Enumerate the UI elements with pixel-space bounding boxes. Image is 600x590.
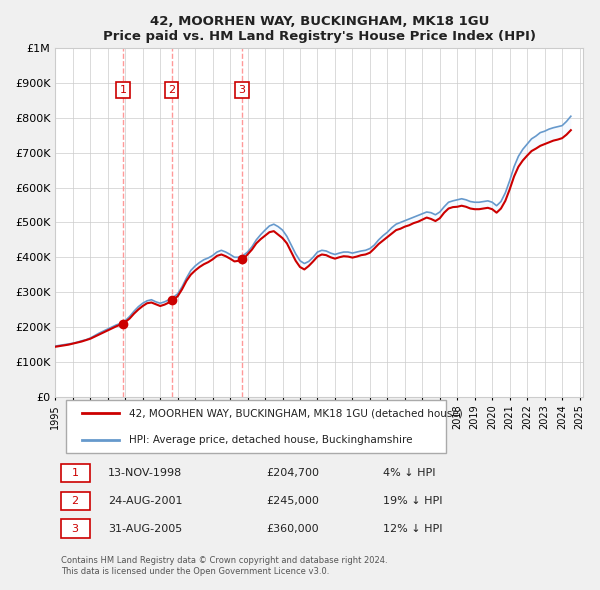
Text: 3: 3 <box>238 85 245 95</box>
Text: 1: 1 <box>119 85 127 95</box>
Text: 4% ↓ HPI: 4% ↓ HPI <box>383 468 435 478</box>
Text: 24-AUG-2001: 24-AUG-2001 <box>108 496 182 506</box>
FancyBboxPatch shape <box>61 519 89 538</box>
Text: 2: 2 <box>168 85 175 95</box>
FancyBboxPatch shape <box>66 399 446 453</box>
Text: 42, MOORHEN WAY, BUCKINGHAM, MK18 1GU (detached house): 42, MOORHEN WAY, BUCKINGHAM, MK18 1GU (d… <box>129 408 463 418</box>
Text: 13-NOV-1998: 13-NOV-1998 <box>108 468 182 478</box>
Text: 3: 3 <box>71 523 79 533</box>
Text: Contains HM Land Registry data © Crown copyright and database right 2024.
This d: Contains HM Land Registry data © Crown c… <box>61 556 387 576</box>
Text: £360,000: £360,000 <box>266 523 319 533</box>
Text: £204,700: £204,700 <box>266 468 319 478</box>
FancyBboxPatch shape <box>61 464 89 482</box>
Text: 12% ↓ HPI: 12% ↓ HPI <box>383 523 442 533</box>
FancyBboxPatch shape <box>61 491 89 510</box>
Title: 42, MOORHEN WAY, BUCKINGHAM, MK18 1GU
Price paid vs. HM Land Registry's House Pr: 42, MOORHEN WAY, BUCKINGHAM, MK18 1GU Pr… <box>103 15 536 43</box>
Text: 1: 1 <box>71 468 79 478</box>
Text: 19% ↓ HPI: 19% ↓ HPI <box>383 496 442 506</box>
Text: 2: 2 <box>71 496 79 506</box>
Text: £245,000: £245,000 <box>266 496 319 506</box>
Text: HPI: Average price, detached house, Buckinghamshire: HPI: Average price, detached house, Buck… <box>129 435 413 445</box>
Text: 31-AUG-2005: 31-AUG-2005 <box>108 523 182 533</box>
